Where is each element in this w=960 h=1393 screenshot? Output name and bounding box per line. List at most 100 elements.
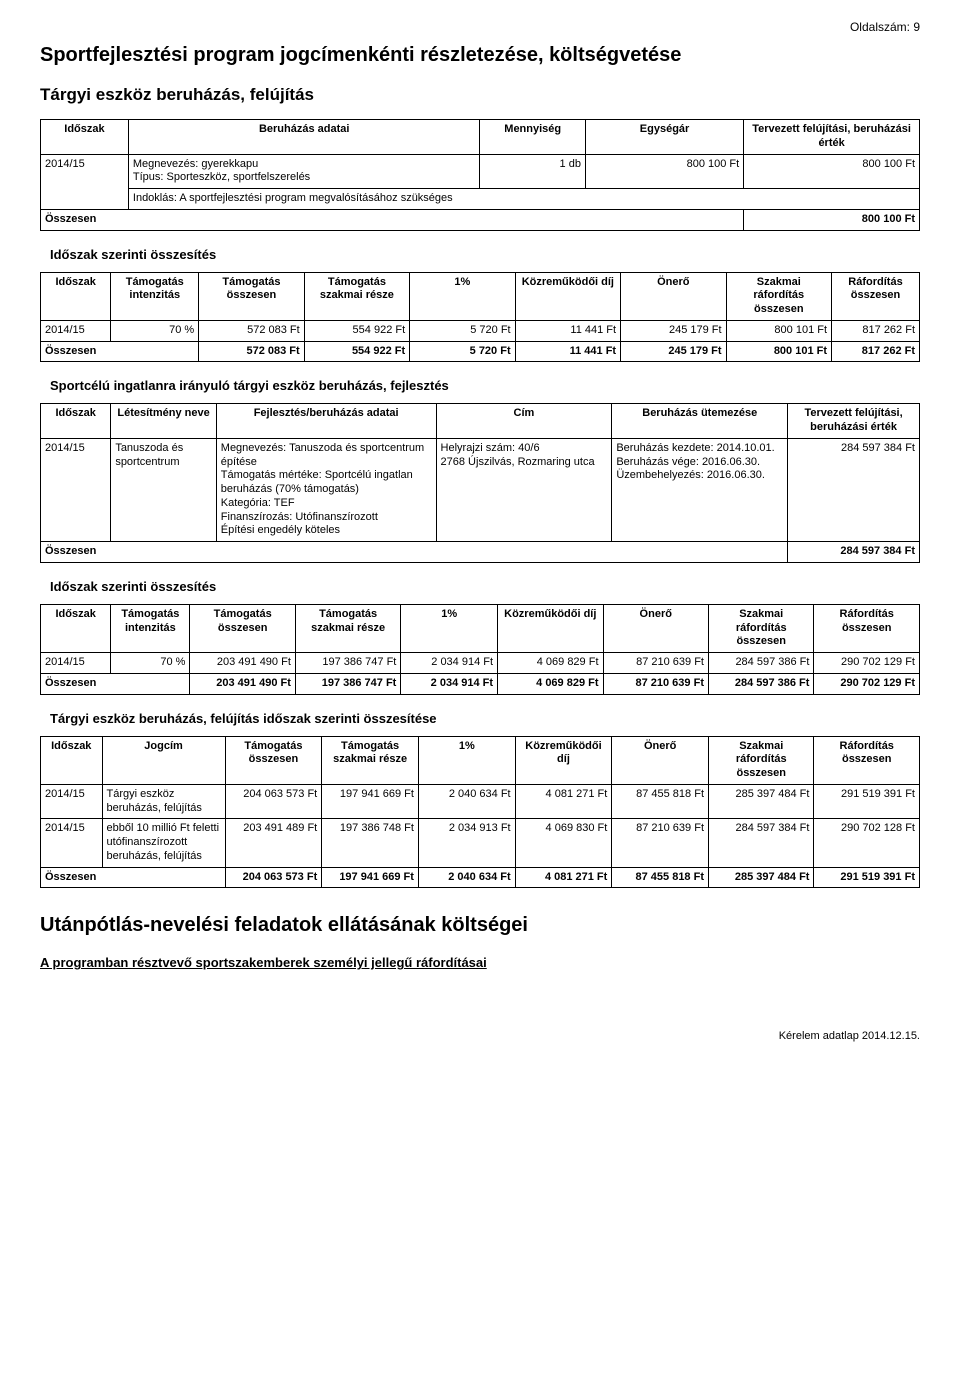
cell: 291 519 391 Ft: [814, 784, 920, 819]
summary-title: Időszak szerinti összesítés: [40, 247, 920, 262]
cell: 11 441 Ft: [515, 320, 620, 341]
table-row: 2014/15 Megnevezés: gyerekkapuTípus: Spo…: [41, 154, 920, 189]
cell: 2014/15: [41, 784, 103, 819]
table-header-row: Időszak Jogcím Támogatás összesen Támoga…: [41, 736, 920, 784]
th: Egységár: [585, 120, 743, 155]
table-total-row: Összesen 800 100 Ft: [41, 209, 920, 230]
th: Támogatás összesen: [225, 736, 322, 784]
cell: 87 455 818 Ft: [612, 867, 709, 888]
th: Önerő: [621, 272, 726, 320]
cell-justification: Indoklás: A sportfejlesztési program meg…: [128, 189, 919, 210]
cell: 11 441 Ft: [515, 341, 620, 362]
cell: 800 100 Ft: [744, 154, 920, 189]
th: Fejlesztés/beruházás adatai: [216, 404, 436, 439]
table-header-row: Időszak Beruházás adatai Mennyiség Egysé…: [41, 120, 920, 155]
table-investment: Időszak Beruházás adatai Mennyiség Egysé…: [40, 119, 920, 231]
cell: 245 179 Ft: [621, 320, 726, 341]
th: Ráfordítás összesen: [814, 604, 920, 652]
cell: Beruházás kezdete: 2014.10.01. Beruházás…: [612, 438, 788, 541]
th: Cím: [436, 404, 612, 439]
th: Támogatás összesen: [199, 272, 304, 320]
th: Szakmai ráfordítás összesen: [726, 272, 831, 320]
cell: 554 922 Ft: [304, 341, 409, 362]
th: Ráfordítás összesen: [814, 736, 920, 784]
cell: 203 491 490 Ft: [190, 673, 295, 694]
th: 1%: [410, 272, 515, 320]
cell: Tárgyi eszköz beruházás, felújítás: [102, 784, 225, 819]
cell: 291 519 391 Ft: [814, 867, 920, 888]
table-total-row: Összesen 284 597 384 Ft: [41, 542, 920, 563]
cell: 817 262 Ft: [832, 320, 920, 341]
table-row: Indoklás: A sportfejlesztési program meg…: [41, 189, 920, 210]
cell: 4 069 829 Ft: [498, 653, 603, 674]
cell: 284 597 386 Ft: [708, 653, 813, 674]
th: Támogatás szakmai része: [295, 604, 400, 652]
cell: 572 083 Ft: [199, 341, 304, 362]
cell: 800 100 Ft: [585, 154, 743, 189]
th: Támogatás szakmai része: [322, 736, 419, 784]
table-header-row: Időszak Támogatás intenzitás Támogatás ö…: [41, 272, 920, 320]
cell: 4 081 271 Ft: [515, 867, 612, 888]
th: 1%: [401, 604, 498, 652]
th: Jogcím: [102, 736, 225, 784]
table-summary2: Időszak Támogatás intenzitás Támogatás ö…: [40, 604, 920, 695]
page-number: Oldalszám: 9: [40, 20, 920, 34]
cell: Összesen: [41, 673, 190, 694]
cell: 817 262 Ft: [832, 341, 920, 362]
cell: 87 210 639 Ft: [603, 673, 708, 694]
footer-date: Kérelem adatlap 2014.12.15.: [40, 1030, 920, 1042]
th: Beruházás ütemezése: [612, 404, 788, 439]
table-total-row: Összesen 203 491 490 Ft 197 386 747 Ft 2…: [41, 673, 920, 694]
th: Önerő: [612, 736, 709, 784]
th: Közreműködői díj: [515, 736, 612, 784]
cell: 290 702 129 Ft: [814, 673, 920, 694]
cell: Tanuszoda és sportcentrum: [111, 438, 216, 541]
th: Támogatás intenzitás: [111, 604, 190, 652]
cell: 284 597 384 Ft: [788, 542, 920, 563]
cell: 203 491 489 Ft: [225, 819, 322, 867]
table-total-row: Összesen 572 083 Ft 554 922 Ft 5 720 Ft …: [41, 341, 920, 362]
summary-title-2: Időszak szerinti összesítés: [40, 579, 920, 594]
cell: 197 941 669 Ft: [322, 867, 419, 888]
cell: 2014/15: [41, 653, 111, 674]
cell: 87 210 639 Ft: [612, 819, 709, 867]
cell: 1 db: [480, 154, 585, 189]
cell: 285 397 484 Ft: [709, 867, 814, 888]
cell: 290 702 128 Ft: [814, 819, 920, 867]
cell: Megnevezés: gyerekkapuTípus: Sporteszköz…: [128, 154, 480, 189]
section4-title: Utánpótlás-nevelési feladatok ellátásána…: [40, 914, 920, 937]
cell: 800 100 Ft: [744, 209, 920, 230]
th: Időszak: [41, 404, 111, 439]
cell: 2014/15: [41, 819, 103, 867]
cell: 204 063 573 Ft: [225, 784, 322, 819]
cell: 2014/15: [41, 320, 111, 341]
th: Ráfordítás összesen: [832, 272, 920, 320]
cell: 245 179 Ft: [621, 341, 726, 362]
cell: 2 040 634 Ft: [418, 784, 515, 819]
section2-title: Sportcélú ingatlanra irányuló tárgyi esz…: [40, 378, 920, 393]
cell: 800 101 Ft: [726, 341, 831, 362]
table-row: 2014/15 70 % 572 083 Ft 554 922 Ft 5 720…: [41, 320, 920, 341]
th: 1%: [418, 736, 515, 784]
cell-period: 2014/15: [41, 154, 129, 209]
th: Időszak: [41, 736, 103, 784]
cell: ebből 10 millió Ft feletti utófinanszíro…: [102, 819, 225, 867]
cell: 4 069 829 Ft: [498, 673, 603, 694]
cell: Összesen: [41, 341, 199, 362]
cell: 70 %: [111, 320, 199, 341]
cell: Összesen: [41, 867, 226, 888]
cell: 4 081 271 Ft: [515, 784, 612, 819]
cell: 284 597 384 Ft: [788, 438, 920, 541]
table-header-row: Időszak Létesítmény neve Fejlesztés/beru…: [41, 404, 920, 439]
cell: 197 386 748 Ft: [322, 819, 419, 867]
table-row: 2014/15 70 % 203 491 490 Ft 197 386 747 …: [41, 653, 920, 674]
cell: 2 034 914 Ft: [401, 653, 498, 674]
cell: Összesen: [41, 209, 744, 230]
cell: 70 %: [111, 653, 190, 674]
cell: 204 063 573 Ft: [225, 867, 322, 888]
table-jogcim: Időszak Jogcím Támogatás összesen Támoga…: [40, 736, 920, 889]
cell: Megnevezés: Tanuszoda és sportcentrum ép…: [216, 438, 436, 541]
section1-title: Tárgyi eszköz beruházás, felújítás: [40, 85, 920, 105]
th: Beruházás adatai: [128, 120, 480, 155]
cell: 2 040 634 Ft: [418, 867, 515, 888]
